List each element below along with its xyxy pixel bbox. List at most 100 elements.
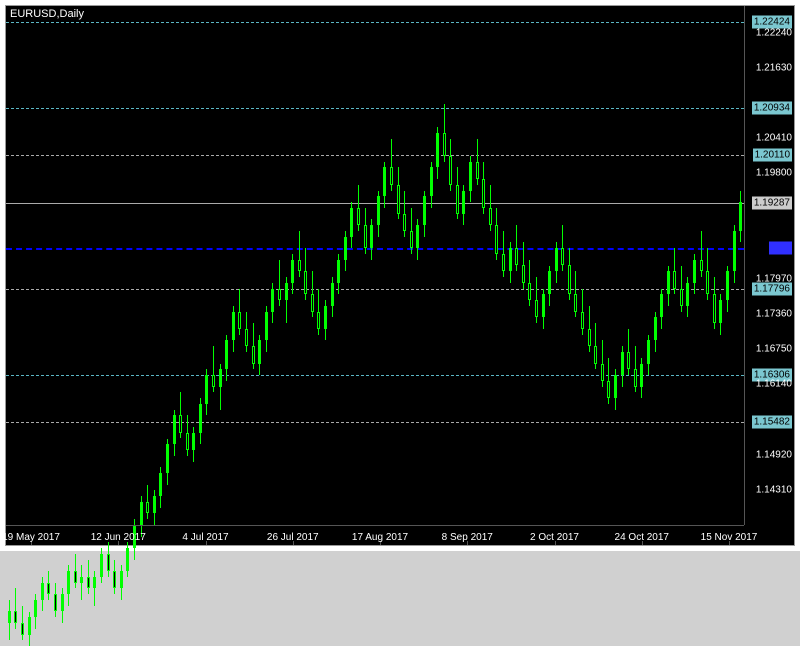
x-tick-label: 15 Nov 2017: [701, 532, 758, 543]
candle: [337, 254, 340, 294]
candle: [706, 248, 709, 300]
candle: [555, 242, 558, 282]
candle: [364, 208, 367, 254]
chart-frame: EURUSD,Daily 1.224241.209341.201101.1928…: [0, 0, 800, 551]
candle: [120, 565, 123, 600]
candle: [311, 271, 314, 317]
x-axis: 19 May 201712 Jun 20174 Jul 201726 Jul 2…: [6, 525, 744, 545]
candle: [87, 560, 90, 595]
candle: [166, 439, 169, 485]
candle: [225, 335, 228, 381]
y-tick-label: 1.14310: [756, 484, 792, 495]
candle: [344, 231, 347, 271]
candle: [199, 398, 202, 444]
candle: [423, 191, 426, 237]
candle: [522, 242, 525, 288]
candle: [278, 260, 281, 306]
candle: [581, 289, 584, 335]
candle: [509, 242, 512, 282]
x-tick-label: 12 Jun 2017: [91, 532, 146, 543]
candle: [238, 289, 241, 335]
candle: [574, 271, 577, 317]
candle: [443, 104, 446, 162]
candle: [159, 467, 162, 507]
candle: [383, 162, 386, 208]
candle: [370, 219, 373, 259]
candle: [667, 266, 670, 306]
candle: [67, 565, 70, 605]
candle: [173, 410, 176, 456]
x-tick-label: 19 May 2017: [2, 532, 60, 543]
level-line: [6, 422, 744, 423]
candle: [397, 167, 400, 219]
candle: [192, 427, 195, 462]
candle: [390, 139, 393, 191]
candle: [113, 560, 116, 595]
candle: [74, 554, 77, 589]
candle: [258, 335, 261, 375]
level-line: [6, 248, 744, 250]
candle: [476, 139, 479, 185]
level-line: [6, 289, 744, 290]
candle: [713, 277, 716, 329]
chart-area[interactable]: EURUSD,Daily 1.224241.209341.201101.1928…: [5, 5, 795, 546]
candle: [304, 248, 307, 300]
x-tick-label: 17 Aug 2017: [352, 532, 408, 543]
level-line: [6, 203, 744, 204]
candle: [403, 191, 406, 237]
candle: [621, 346, 624, 386]
y-tick-label: 1.16750: [756, 344, 792, 355]
candle: [93, 571, 96, 606]
candle: [568, 248, 571, 300]
candle: [252, 323, 255, 369]
level-line: [6, 22, 744, 23]
x-tick-label: 8 Sep 2017: [442, 532, 493, 543]
candle: [14, 588, 17, 628]
candle: [634, 346, 637, 392]
candle: [502, 231, 505, 277]
candle: [686, 277, 689, 317]
plot-area[interactable]: 1.224241.209341.201101.19287 1.177961.16…: [6, 6, 744, 525]
candle: [317, 289, 320, 335]
candle: [495, 208, 498, 260]
x-tick-label: 4 Jul 2017: [182, 532, 228, 543]
candle: [680, 266, 683, 312]
candle: [614, 369, 617, 409]
candle: [205, 369, 208, 415]
candle: [430, 162, 433, 208]
candle: [647, 335, 650, 375]
candle: [291, 254, 294, 294]
y-tick-label: 1.17970: [756, 273, 792, 284]
candle: [739, 191, 742, 243]
candle: [357, 185, 360, 231]
candle: [535, 277, 538, 323]
candle: [219, 364, 222, 410]
candle: [607, 358, 610, 404]
y-tick-label: 1.21630: [756, 62, 792, 73]
candle: [8, 600, 11, 640]
y-tick-label: 1.16140: [756, 379, 792, 390]
candle: [232, 306, 235, 352]
candle: [719, 294, 722, 334]
candle: [331, 277, 334, 317]
x-tick-label: 24 Oct 2017: [615, 532, 669, 543]
y-tick-label: 1.22240: [756, 27, 792, 38]
candle: [654, 312, 657, 352]
candle: [100, 548, 103, 583]
candle: [41, 577, 44, 612]
candle: [245, 312, 248, 352]
candle: [324, 300, 327, 340]
candle: [410, 208, 413, 254]
candle: [456, 167, 459, 219]
candle: [693, 254, 696, 294]
candle: [28, 612, 31, 646]
candle: [469, 156, 472, 202]
candle: [265, 306, 268, 352]
x-tick-label: 2 Oct 2017: [530, 532, 579, 543]
level-line: [6, 108, 744, 109]
candle: [542, 289, 545, 329]
candle: [107, 542, 110, 577]
y-tick-label: 1.17360: [756, 308, 792, 319]
candle: [416, 219, 419, 259]
candle: [54, 583, 57, 618]
